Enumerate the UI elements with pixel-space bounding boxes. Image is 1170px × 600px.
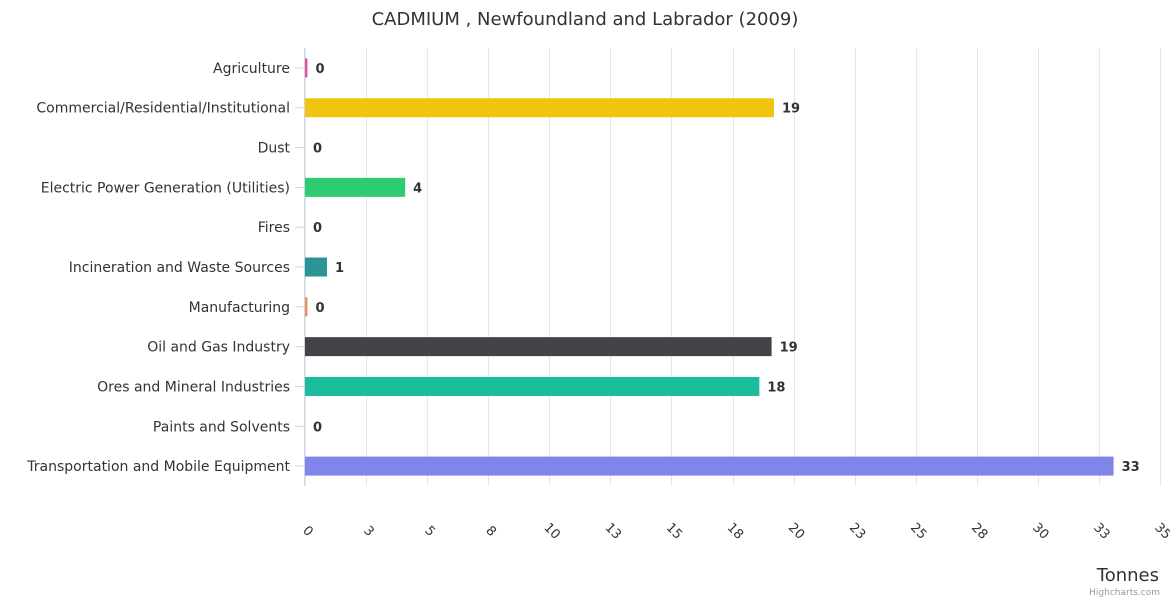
category-label: Dust <box>258 141 291 157</box>
tick-label: 10 <box>541 520 563 542</box>
tick-label: 15 <box>663 520 685 542</box>
bar[interactable] <box>305 98 775 118</box>
bar[interactable] <box>305 177 406 197</box>
tick-label: 0 <box>299 523 315 539</box>
data-label: 0 <box>315 301 324 316</box>
data-label: 0 <box>315 62 324 77</box>
tick-label: 30 <box>1029 520 1051 542</box>
data-labels: 0 19 0 4 0 1 0 19 18 0 33 <box>313 62 1140 475</box>
category-label: Electric Power Generation (Utilities) <box>41 180 290 196</box>
data-label: 0 <box>313 221 322 236</box>
category-label: Oil and Gas Industry <box>147 340 290 356</box>
chart-title: CADMIUM , Newfoundland and Labrador (200… <box>372 9 799 30</box>
tick-label: 18 <box>724 520 746 542</box>
bar[interactable] <box>305 337 772 357</box>
tick-label: 25 <box>907 520 929 542</box>
tick-label: 5 <box>421 523 437 539</box>
category-label: Commercial/Residential/Institutional <box>36 101 290 117</box>
axis-title: Tonnes <box>1096 565 1159 586</box>
bar[interactable] <box>305 456 1114 476</box>
tick-label: 35 <box>1151 520 1170 542</box>
bar[interactable] <box>305 376 760 396</box>
bar[interactable] <box>305 257 327 277</box>
bars <box>305 58 1114 476</box>
tick-label: 20 <box>785 520 807 542</box>
tick-label: 23 <box>846 520 868 542</box>
category-label: Paints and Solvents <box>153 419 290 435</box>
tick-label: 13 <box>602 520 624 542</box>
category-label: Ores and Mineral Industries <box>97 379 290 395</box>
data-label: 1 <box>335 261 344 276</box>
category-label: Incineration and Waste Sources <box>69 260 290 276</box>
tick-labels: 0 3 5 8 10 13 15 18 20 23 25 28 30 33 35 <box>299 520 1170 542</box>
category-labels: Agriculture Commercial/Residential/Instit… <box>26 61 305 475</box>
data-label: 4 <box>413 181 422 196</box>
data-label: 0 <box>313 420 322 435</box>
data-label: 19 <box>780 341 798 356</box>
data-label: 33 <box>1122 460 1140 475</box>
category-label: Fires <box>258 220 290 236</box>
bar[interactable] <box>305 297 308 317</box>
category-label: Manufacturing <box>189 300 290 316</box>
tick-label: 3 <box>360 523 376 539</box>
credits[interactable]: Highcharts.com <box>1089 588 1160 598</box>
data-label: 19 <box>782 102 800 117</box>
data-label: 0 <box>313 142 322 157</box>
grid <box>304 48 1161 486</box>
tick-label: 28 <box>968 520 990 542</box>
data-label: 18 <box>767 380 785 395</box>
tick-label: 33 <box>1090 520 1112 542</box>
tick-label: 8 <box>482 523 498 539</box>
bar[interactable] <box>305 58 308 78</box>
category-label: Transportation and Mobile Equipment <box>26 459 290 475</box>
category-label: Agriculture <box>213 61 290 77</box>
